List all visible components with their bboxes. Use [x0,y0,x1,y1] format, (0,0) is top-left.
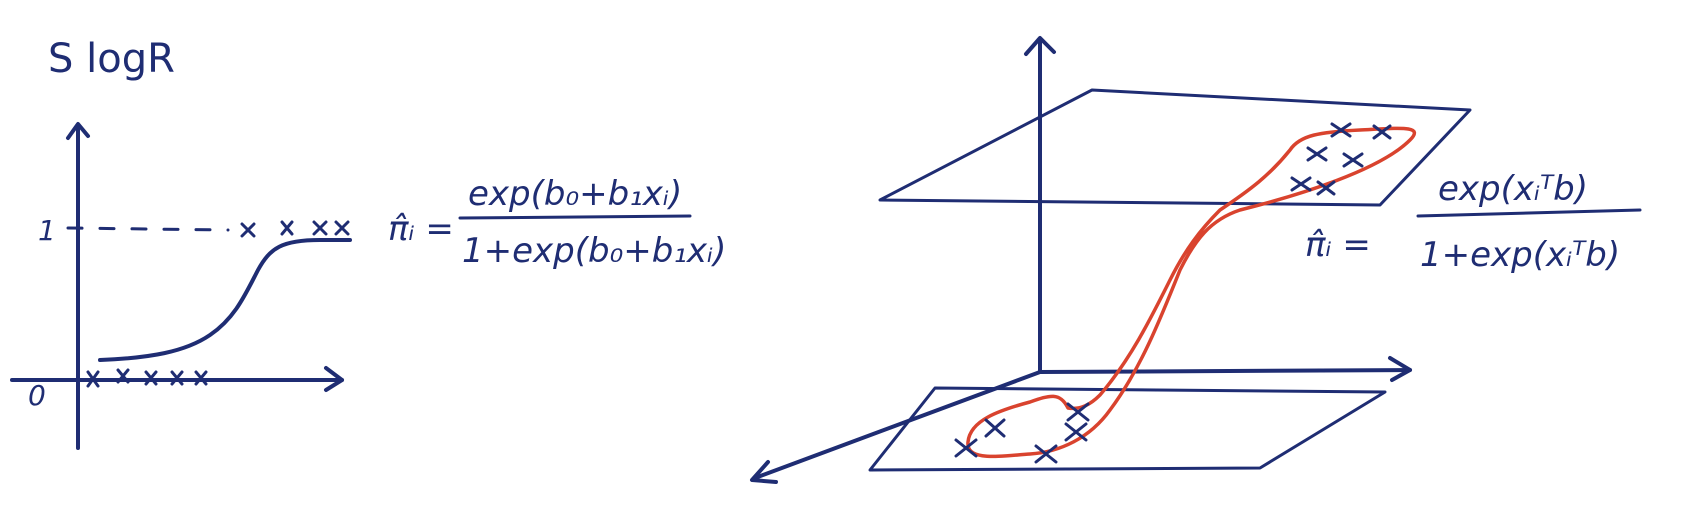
y-axis-arrow-icon [66,122,90,140]
data-point-icon [240,222,256,238]
bottom-plane [868,386,1387,472]
data-point-icon [334,220,350,236]
data-point-icon [1372,124,1392,140]
x-axis-arrow-icon [324,366,344,392]
right-formula-denominator: 1+exp(xᵢᵀb) [1420,235,1620,275]
highlight-surface [966,126,1417,459]
data-point-icon [1064,422,1088,442]
right-formula-lhs: π̂ᵢ = [1305,225,1371,265]
data-point-icon [116,368,130,384]
left-title: S logR [48,36,175,82]
asymptote-line [66,226,230,232]
data-point-icon [144,370,158,386]
data-point-icon [170,370,184,386]
data-point-icon [1316,180,1336,196]
data-point-icon [1330,122,1352,138]
z-axis-arrow-icon [1024,36,1056,56]
left-formula-lhs: π̂ᵢ = [388,209,454,249]
sigmoid-curve [98,238,352,362]
data-point-icon [1066,402,1090,422]
left-fraction-bar [458,214,692,220]
data-point-icon [984,418,1006,438]
data-point-icon [1034,444,1058,464]
upper-data-points [1290,122,1392,196]
right-panel: π̂ᵢ = exp(xᵢᵀb) 1+exp(xᵢᵀb) [750,36,1642,484]
x2-axis-arrow-icon [1388,356,1412,382]
data-point-icon [312,220,328,236]
top-plane [878,88,1472,207]
origin-label: 0 [28,379,46,412]
top-data-points [240,220,350,238]
data-point-icon [1342,152,1364,168]
x1-axis-arrow-icon [750,460,778,484]
data-point-icon [280,220,294,236]
data-point-icon [1290,176,1312,192]
left-formula-numerator: exp(b₀+b₁xᵢ) [468,174,682,214]
data-point-icon [86,370,100,388]
bottom-data-points [86,368,208,388]
data-point-icon [1306,146,1328,162]
y-tick-one: 1 [38,214,56,247]
right-formula-numerator: exp(xᵢᵀb) [1438,169,1588,209]
data-point-icon [954,438,978,458]
right-fraction-bar [1416,208,1642,218]
data-point-icon [194,370,208,386]
left-panel: S logR 1 0 π̂ᵢ = exp(b₀+b [10,36,726,450]
left-formula-denominator: 1+exp(b₀+b₁xᵢ) [462,231,726,271]
x2-axis [1038,368,1412,374]
lower-data-points [954,402,1090,464]
